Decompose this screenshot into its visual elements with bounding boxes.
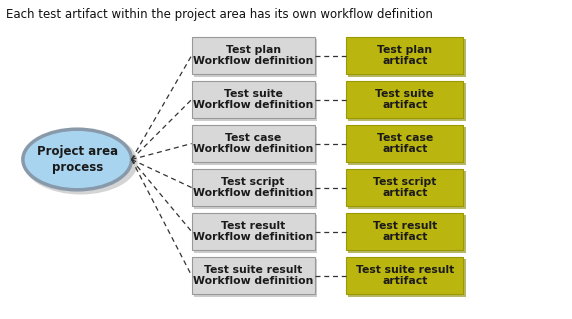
Ellipse shape bbox=[23, 131, 138, 195]
FancyBboxPatch shape bbox=[346, 169, 463, 206]
FancyBboxPatch shape bbox=[346, 213, 463, 250]
FancyBboxPatch shape bbox=[194, 171, 317, 209]
Text: Test suite
artifact: Test suite artifact bbox=[375, 89, 434, 110]
Text: Test plan
Workflow definition: Test plan Workflow definition bbox=[193, 45, 313, 66]
Text: Test suite
Workflow definition: Test suite Workflow definition bbox=[193, 89, 313, 110]
FancyBboxPatch shape bbox=[192, 213, 315, 250]
FancyBboxPatch shape bbox=[192, 81, 315, 118]
Text: Test case
artifact: Test case artifact bbox=[376, 133, 433, 154]
Text: Test script
Workflow definition: Test script Workflow definition bbox=[193, 177, 313, 198]
FancyBboxPatch shape bbox=[348, 83, 466, 121]
FancyBboxPatch shape bbox=[192, 125, 315, 162]
FancyBboxPatch shape bbox=[192, 257, 315, 294]
FancyBboxPatch shape bbox=[346, 37, 463, 74]
Text: Test result
Workflow definition: Test result Workflow definition bbox=[193, 221, 313, 242]
Text: Project area
process: Project area process bbox=[37, 145, 118, 174]
Text: Each test artifact within the project area has its own workflow definition: Each test artifact within the project ar… bbox=[6, 8, 432, 21]
Text: Test result
artifact: Test result artifact bbox=[372, 221, 437, 242]
FancyBboxPatch shape bbox=[348, 259, 466, 297]
FancyBboxPatch shape bbox=[348, 171, 466, 209]
FancyBboxPatch shape bbox=[194, 259, 317, 297]
Text: Test plan
artifact: Test plan artifact bbox=[377, 45, 432, 66]
FancyBboxPatch shape bbox=[192, 169, 315, 206]
Ellipse shape bbox=[23, 129, 132, 190]
FancyBboxPatch shape bbox=[194, 215, 317, 253]
Text: Test script
artifact: Test script artifact bbox=[373, 177, 436, 198]
FancyBboxPatch shape bbox=[346, 81, 463, 118]
FancyBboxPatch shape bbox=[194, 127, 317, 165]
FancyBboxPatch shape bbox=[346, 125, 463, 162]
FancyBboxPatch shape bbox=[348, 215, 466, 253]
FancyBboxPatch shape bbox=[194, 39, 317, 77]
FancyBboxPatch shape bbox=[346, 257, 463, 294]
FancyBboxPatch shape bbox=[348, 39, 466, 77]
Text: Test suite result
artifact: Test suite result artifact bbox=[356, 265, 454, 286]
Text: Test case
Workflow definition: Test case Workflow definition bbox=[193, 133, 313, 154]
FancyBboxPatch shape bbox=[194, 83, 317, 121]
FancyBboxPatch shape bbox=[348, 127, 466, 165]
FancyBboxPatch shape bbox=[192, 37, 315, 74]
Text: Test suite result
Workflow definition: Test suite result Workflow definition bbox=[193, 265, 313, 286]
